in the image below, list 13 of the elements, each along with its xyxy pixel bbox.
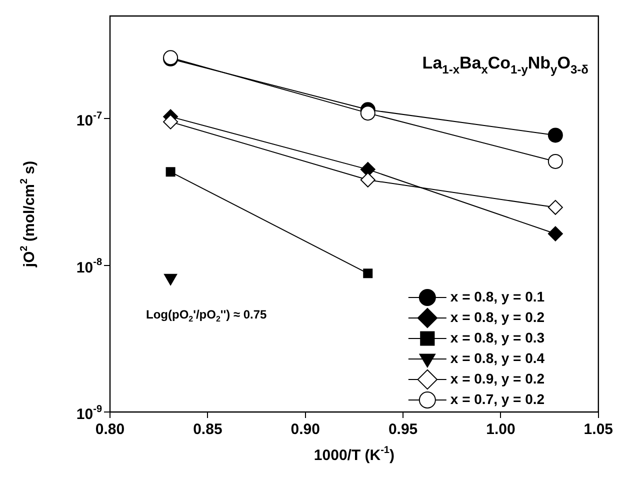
x-tick-label: 1.00 — [486, 421, 516, 438]
x-tick-label: 0.90 — [290, 421, 320, 438]
x-tick-label: 0.80 — [95, 421, 125, 438]
y-axis-title: jO2 (mol/cm2 s) — [18, 160, 38, 268]
legend-label: x = 0.9, y = 0.2 — [450, 370, 545, 386]
legend-label: x = 0.7, y = 0.2 — [450, 390, 545, 407]
x-tick-label: 0.85 — [193, 421, 222, 438]
legend-label: x = 0.8, y = 0.2 — [450, 308, 545, 325]
x-tick-label: 1.05 — [584, 421, 614, 438]
x-tick-label: 0.95 — [388, 421, 418, 438]
legend-label: x = 0.8, y = 0.3 — [450, 329, 545, 346]
legend-label: x = 0.8, y = 0.4 — [450, 350, 545, 366]
legend-label: x = 0.8, y = 0.1 — [450, 288, 545, 304]
